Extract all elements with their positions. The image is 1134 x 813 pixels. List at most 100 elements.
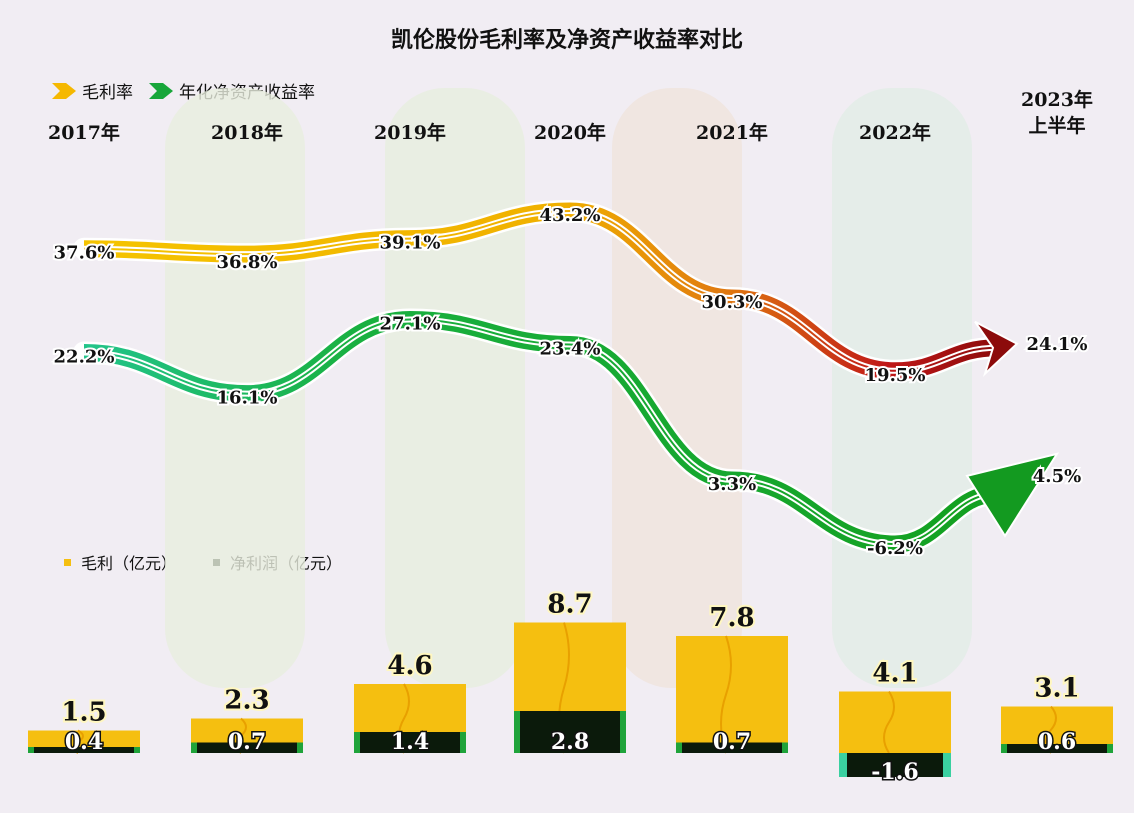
net-bar-edge: [782, 742, 788, 753]
net-bar-edge: [28, 747, 34, 753]
gross-bar-ribbon: [558, 622, 570, 754]
line-halo: [73, 199, 1008, 382]
gross-margin-data-label: 39.1%: [380, 233, 441, 254]
gross-profit-bar: [839, 691, 951, 753]
net-bar-edge: [1001, 744, 1007, 753]
line-halo: [73, 308, 1008, 556]
net-profit-label: 0.4: [65, 729, 103, 755]
gross-bar-ribbon: [883, 690, 895, 754]
category-label: 2017年: [48, 121, 120, 144]
net-bar-edge: [297, 742, 303, 753]
background-product-tube-2: [385, 88, 525, 688]
category-label: 2021年: [696, 121, 768, 144]
line-inner-white: [83, 316, 998, 548]
net-profit-label: -1.6: [871, 759, 918, 785]
gross-profit-label: 7.8: [709, 603, 754, 633]
bar-group: 1.50.4 2.3 0.7 4.6 1.4 8.7 2.8 7.8 0.7 4.1 -1.6 3.1…: [28, 588, 1113, 787]
gross-profit-swatch: [64, 558, 71, 566]
gross-profit-label: 8.7: [547, 590, 592, 620]
gross-margin-data-label: 37.6%: [54, 243, 115, 264]
legend-item-net-profit: 净利润（亿元）: [213, 550, 342, 574]
category-label: 2020年: [534, 121, 606, 144]
chart-title: 凯伦股份毛利率及净资产收益率对比: [390, 28, 743, 53]
gross-margin-arrow-icon: [52, 82, 76, 99]
gross-profit-bar: [28, 730, 140, 753]
net-bar-edge: [676, 742, 682, 753]
gross-profit-label: 3.1: [1034, 674, 1079, 704]
net-bar-edge: [1107, 744, 1113, 753]
roe-data-label: 16.1%: [217, 388, 278, 409]
background-product-tube-3: [612, 88, 742, 688]
net-bar-edge: [514, 711, 520, 753]
line-arrowhead: [974, 320, 1019, 378]
bar-legend: 毛利（亿元） 净利润（亿元）: [64, 550, 342, 574]
net-bar-edge: [460, 732, 466, 753]
roe-arrow-icon: [149, 82, 173, 99]
roe-data-label: 3.3%: [708, 474, 756, 495]
gross-profit-bar: [514, 622, 626, 753]
net-profit-label: 2.8: [551, 729, 589, 755]
gross-margin-data-label: 24.1%: [1027, 334, 1088, 355]
gross-bar-ribbon: [720, 635, 732, 754]
net-profit-bar: [676, 742, 788, 753]
net-profit-bar: [1001, 744, 1113, 753]
gross-profit-label: 4.6: [387, 651, 432, 681]
legend-item-roe: 年化净资产收益率: [147, 78, 315, 103]
roe-data-label: -6.2%: [867, 538, 923, 559]
net-profit-bar: [354, 732, 466, 753]
net-bar-edge: [943, 753, 951, 777]
gross-profit-label: 4.1: [872, 659, 917, 689]
line-legend: 毛利率 年化净资产收益率: [50, 78, 315, 103]
background-product-tube-4: [832, 88, 972, 688]
line-series-roe: [73, 308, 1060, 556]
net-bar-edge: [354, 732, 360, 753]
gross-profit-bar: [191, 718, 303, 753]
net-profit-bar: [191, 742, 303, 753]
line-outer: [83, 202, 998, 380]
gross-margin-data-label: 19.5%: [865, 365, 926, 386]
net-bar-edge: [620, 711, 626, 753]
gross-margin-data-label: 36.8%: [217, 252, 278, 273]
gross-margin-data-labels: 37.6% 36.8% 39.1% 43.2% 30.3% 19.5% 24.1%: [52, 203, 1090, 388]
line-center: [83, 318, 998, 546]
line-center: [83, 209, 998, 372]
net-profit-bar: [28, 747, 140, 753]
legend-label-gross-margin: 毛利率: [82, 83, 133, 103]
category-label: 2018年: [211, 121, 283, 144]
gross-margin-data-label: 30.3%: [702, 292, 763, 313]
net-bar-edge: [134, 747, 140, 753]
net-bar-edge: [191, 742, 197, 753]
gross-profit-label: 2.3: [224, 686, 269, 716]
gross-profit-label: 1.5: [61, 698, 106, 728]
line-arrowhead: [965, 452, 1060, 538]
gross-bar-ribbon: [72, 729, 84, 754]
category-label: 2023年上半年: [1021, 88, 1093, 137]
legend-item-gross-margin: 毛利率: [50, 78, 133, 103]
line-inner-white: [83, 207, 998, 374]
roe-data-label: 23.4%: [540, 338, 601, 359]
legend-label-roe: 年化净资产收益率: [179, 83, 315, 103]
category-label: 2019年: [374, 121, 446, 144]
gross-bar-ribbon: [235, 717, 247, 754]
net-profit-label: 0.7: [228, 729, 266, 755]
roe-data-label: 27.1%: [380, 314, 441, 335]
legend-item-gross-profit: 毛利（亿元）: [64, 550, 177, 574]
net-bar-edge: [839, 753, 847, 777]
gross-profit-bar: [1001, 706, 1113, 753]
gross-bar-ribbon: [398, 683, 410, 754]
roe-data-label: 4.5%: [1033, 466, 1081, 487]
net-profit-label: 1.4: [391, 729, 429, 755]
category-label: 2022年: [859, 121, 931, 144]
net-profit-bar: [839, 753, 951, 777]
net-profit-bar: [514, 711, 626, 753]
roe-data-labels: 22.2% 16.1% 27.1% 23.4% 3.3% -6.2% 4.5%: [52, 312, 1084, 561]
net-profit-label: 0.7: [713, 729, 751, 755]
legend-label-net-profit: 净利润（亿元）: [230, 554, 343, 573]
line-series-gross-margin: [73, 199, 1019, 382]
gross-margin-data-label: 43.2%: [540, 205, 601, 226]
gross-bar-ribbon: [1045, 705, 1057, 754]
roe-data-label: 22.2%: [54, 347, 115, 368]
legend-label-gross-profit: 毛利（亿元）: [81, 554, 178, 573]
